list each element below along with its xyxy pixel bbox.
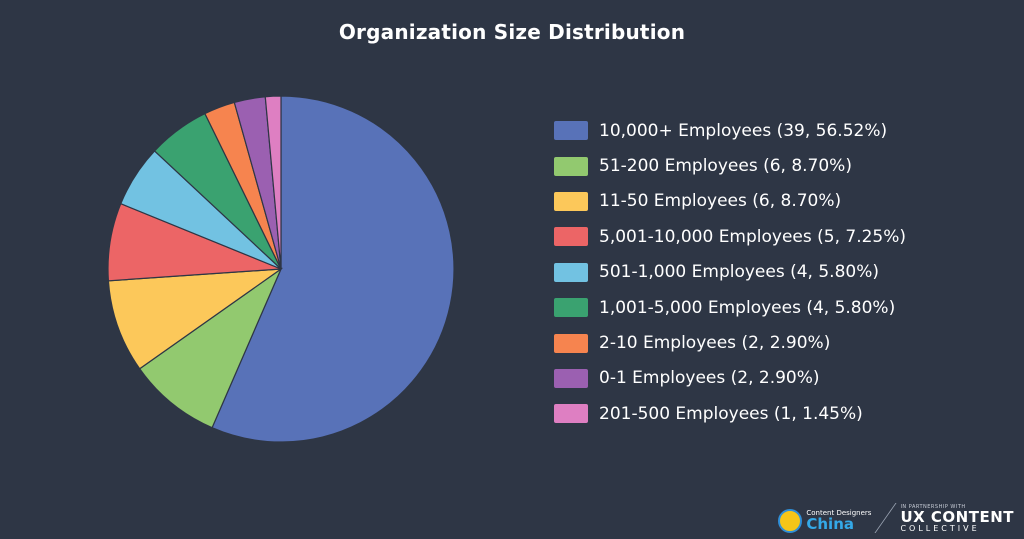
content-designers-china-logo: Content Designers China [778, 509, 871, 533]
uxcc-logo-big-text: UX CONTENT [900, 508, 1014, 526]
legend-label-3: 11-50 Employees (6, 8.70%) [599, 191, 842, 212]
legend-item-3: 11-50 Employees (6, 8.70%) [554, 184, 906, 219]
legend-label-6: 1,001-5,000 Employees (4, 5.80%) [599, 297, 896, 318]
legend-swatch-8 [554, 368, 588, 388]
legend-label-5: 501-1,000 Employees (4, 5.80%) [599, 262, 880, 283]
uxcc-logo-small-text: IN PARTNERSHIP WITH [900, 504, 966, 510]
legend-label-4: 5,001-10,000 Employees (5, 7.25%) [599, 226, 907, 247]
legend-item-6: 1,001-5,000 Employees (4, 5.80%) [554, 290, 906, 325]
legend-swatch-4 [554, 227, 588, 247]
legend-item-1: 10,000+ Employees (39, 56.52%) [554, 113, 906, 148]
legend-label-7: 2-10 Employees (2, 2.90%) [599, 333, 831, 354]
footer-logos: Content Designers China IN PARTNERSHIP W… [778, 503, 1014, 533]
legend-swatch-2 [554, 156, 588, 176]
legend-item-2: 51-200 Employees (6, 8.70%) [554, 148, 906, 183]
pie-slice-1 [211, 95, 455, 443]
legend-item-4: 5,001-10,000 Employees (5, 7.25%) [554, 219, 906, 254]
legend-item-5: 501-1,000 Employees (4, 5.80%) [554, 255, 906, 290]
legend-swatch-3 [554, 191, 588, 211]
legend-label-8: 0-1 Employees (2, 2.90%) [599, 368, 820, 389]
chart-title: Organization Size Distribution [338, 20, 686, 44]
legend-swatch-1 [554, 121, 588, 141]
pie-slice-3 [107, 268, 284, 370]
cdc-logo-icon [778, 509, 803, 533]
legend-label-9: 201-500 Employees (1, 1.45%) [599, 403, 863, 424]
cdc-logo-small-text: Content Designers [806, 509, 872, 517]
logo-divider [874, 503, 897, 533]
legend-label-2: 51-200 Employees (6, 8.70%) [599, 156, 852, 177]
legend-label-1: 10,000+ Employees (39, 56.52%) [599, 120, 888, 141]
chart-legend: 10,000+ Employees (39, 56.52%) 51-200 Emp… [554, 113, 906, 432]
legend-item-7: 2-10 Employees (2, 2.90%) [554, 325, 906, 360]
legend-swatch-7 [554, 333, 588, 353]
legend-item-9: 201-500 Employees (1, 1.45%) [554, 396, 906, 431]
pie-slice-2 [138, 267, 283, 429]
pie-slice-9 [264, 95, 282, 270]
ux-content-collective-logo: IN PARTNERSHIP WITH UX CONTENT COLLECTIV… [900, 505, 1014, 533]
legend-swatch-5 [554, 262, 588, 282]
legend-swatch-6 [554, 298, 588, 318]
legend-item-8: 0-1 Employees (2, 2.90%) [554, 361, 906, 396]
uxcc-logo-sub-text: COLLECTIVE [900, 524, 980, 533]
cdc-logo-big-text: China [806, 515, 855, 533]
legend-swatch-9 [554, 404, 588, 424]
